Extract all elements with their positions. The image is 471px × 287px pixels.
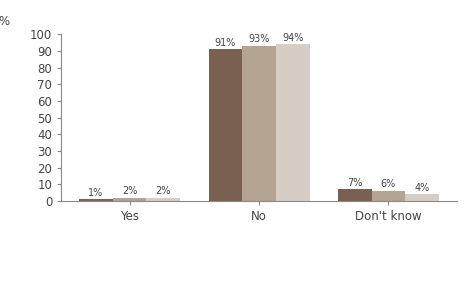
Bar [276, 44, 309, 201]
Text: 1%: 1% [89, 188, 104, 197]
Text: 7%: 7% [347, 178, 363, 188]
Bar [79, 199, 113, 201]
Text: 93%: 93% [248, 34, 270, 44]
Text: 94%: 94% [282, 33, 303, 43]
Text: 6%: 6% [381, 179, 396, 189]
Bar [209, 49, 242, 201]
Text: 2%: 2% [155, 186, 171, 196]
Text: 2%: 2% [122, 186, 138, 196]
Bar [242, 46, 276, 201]
Bar [146, 197, 180, 201]
Bar [405, 194, 439, 201]
Bar [338, 189, 372, 201]
Bar [113, 197, 146, 201]
Text: 4%: 4% [414, 183, 430, 193]
Text: 91%: 91% [215, 38, 236, 48]
Text: %: % [0, 15, 10, 28]
Bar [372, 191, 405, 201]
